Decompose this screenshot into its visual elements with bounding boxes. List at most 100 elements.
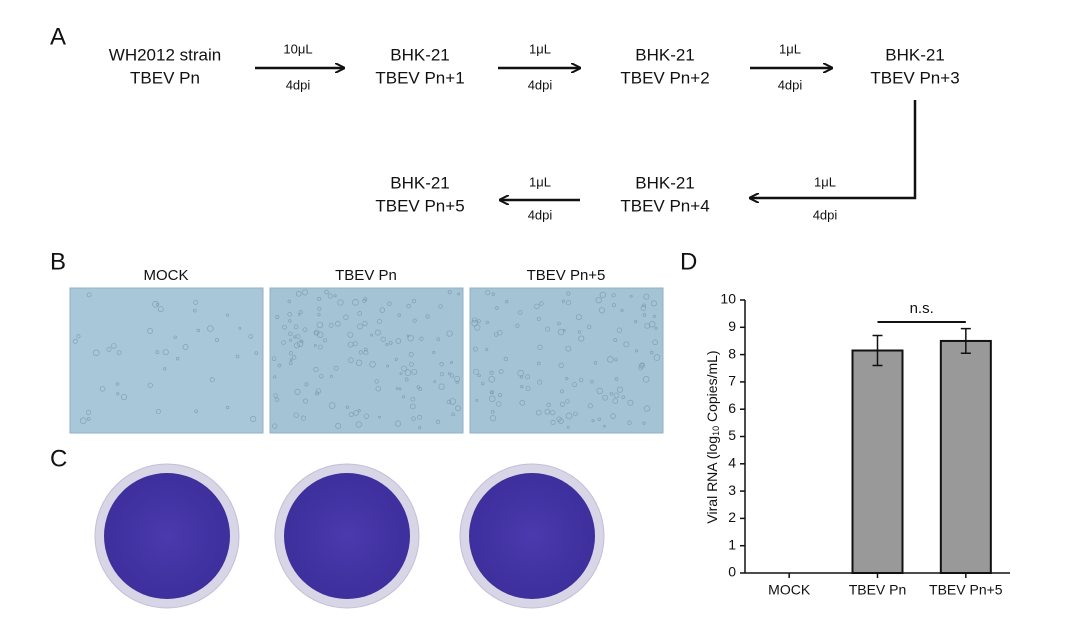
cell [565,412,573,420]
cell [439,362,444,367]
cell [304,382,309,387]
image-label: TBEV Pn [335,267,397,284]
cell [72,338,78,344]
cell [477,373,481,378]
cell [273,375,277,379]
cell [609,391,614,396]
cell [603,424,606,428]
cell [345,405,349,409]
cell [450,361,453,364]
cell [454,376,461,383]
cell [317,306,322,311]
plates [94,463,605,609]
cell [503,356,509,362]
cell [313,344,317,347]
cell [337,299,344,306]
cell [147,382,153,388]
cell [163,367,167,371]
y-tick-label: 0 [728,564,736,580]
cell [519,400,526,406]
cell [387,301,392,306]
cell [329,374,333,378]
cell [409,403,416,410]
cell [652,314,656,318]
cell [544,408,551,415]
cell [397,313,401,317]
cell [591,419,595,423]
cell [457,292,461,296]
cell [418,387,423,391]
cell [614,357,618,362]
cell [537,344,543,350]
node-line: BHK-21 [635,45,695,64]
cell [438,304,443,309]
cell [565,399,570,404]
cell [436,337,441,342]
edge-label: 4dpi [286,77,311,92]
cell [273,393,278,398]
y-label-part: Viral RNA (log [704,436,720,524]
cell [557,328,565,336]
cell [115,382,120,386]
bar [939,339,992,575]
cell [207,325,214,332]
cell [295,290,302,297]
cell [446,330,453,337]
cell [534,303,540,310]
cell [596,387,603,395]
cell [480,381,485,386]
cell [277,363,282,368]
cell [175,357,180,361]
cell [401,365,408,372]
cell [272,423,278,429]
y-tick-label: 5 [728,427,736,443]
panel-label: A [50,23,66,50]
cell [120,393,128,401]
flow-diagram: WH2012 strain TBEV Pn BHK-21 TBEV Pn+1 B… [109,41,960,222]
cell [634,320,638,324]
cell [281,340,286,345]
node-line: TBEV Pn+4 [620,196,709,215]
cell [363,413,369,419]
micrograph [269,287,464,434]
cell [515,323,520,328]
image-label: MOCK [144,267,189,284]
cell [578,335,585,342]
node-line: BHK-21 [635,173,695,192]
cell [488,375,496,383]
cell [612,398,618,404]
cell [474,324,481,331]
cell [449,373,454,378]
cell [650,300,657,307]
cell [550,419,556,425]
cell [517,369,525,377]
cell [565,345,572,352]
cell [406,334,410,338]
cell [238,326,242,330]
cell [586,324,592,330]
cell [282,324,287,330]
cell [635,349,639,353]
cell [539,301,544,306]
cell [642,313,647,317]
cell [644,322,651,329]
cell [566,425,570,429]
cell [274,397,280,402]
cell [616,386,623,393]
cell [388,340,393,345]
cell [599,291,606,299]
cell [302,327,308,333]
cell [111,343,117,349]
y-tick-label: 8 [728,345,736,361]
edge-label: 1μL [779,41,801,56]
error-bar [872,334,883,367]
y-tick-label: 2 [728,509,736,525]
micrograph [469,287,664,434]
error-bar [960,327,971,354]
cell [473,368,480,375]
cell [300,415,307,421]
cell [611,303,616,308]
cell [573,411,578,417]
plate [104,473,230,599]
